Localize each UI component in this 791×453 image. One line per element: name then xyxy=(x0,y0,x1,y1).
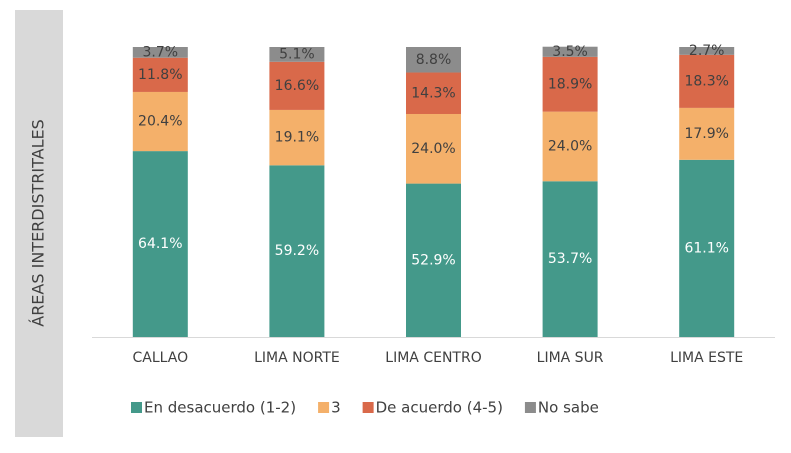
data-label: 24.0% xyxy=(548,138,592,154)
data-label: 11.8% xyxy=(138,67,182,83)
data-label: 64.1% xyxy=(138,236,182,252)
bar-segment xyxy=(406,47,461,73)
data-label: 17.9% xyxy=(684,126,728,142)
data-label: 16.6% xyxy=(275,78,319,94)
legend-label: No sabe xyxy=(538,399,599,417)
bar-segment xyxy=(269,61,325,110)
bar-segment xyxy=(542,181,598,337)
legend-label: De acuerdo (4-5) xyxy=(376,399,503,417)
bar-segment xyxy=(679,159,735,337)
data-label: 24.0% xyxy=(411,141,455,157)
bar-segment xyxy=(542,111,598,182)
bar-segment xyxy=(269,47,325,62)
legend-label: En desacuerdo (1-2) xyxy=(144,399,296,417)
data-label: 61.1% xyxy=(684,240,728,256)
x-tick-label: LIMA NORTE xyxy=(254,350,340,366)
bar-segment xyxy=(679,54,735,108)
x-tick-label: LIMA CENTRO xyxy=(385,350,481,366)
data-label: 14.3% xyxy=(411,85,455,101)
data-label: 53.7% xyxy=(548,251,592,267)
bar-segment xyxy=(679,47,735,55)
data-label: 20.4% xyxy=(138,114,182,130)
data-label: 18.9% xyxy=(548,76,592,92)
bar-segment xyxy=(269,165,325,337)
bar-segment xyxy=(132,47,188,58)
bar-segment xyxy=(132,151,188,337)
legend-marker xyxy=(362,402,374,413)
data-label: 2.7% xyxy=(689,43,725,59)
bar-segment xyxy=(132,57,188,92)
data-label: 19.1% xyxy=(275,130,319,146)
x-tick-label: LIMA SUR xyxy=(537,350,604,366)
legend-marker xyxy=(318,402,330,413)
bar-segment xyxy=(542,56,598,112)
legend-marker xyxy=(524,402,536,413)
data-label: 3.7% xyxy=(143,44,179,60)
legend-marker xyxy=(131,402,142,413)
bar-segment xyxy=(132,91,188,152)
data-label: 8.8% xyxy=(416,52,452,68)
bar-segment xyxy=(679,107,735,160)
legend-label: 3 xyxy=(331,399,341,417)
bar-segment xyxy=(269,109,325,166)
bar-segment xyxy=(542,46,598,57)
y-axis-label: ÁREAS INTERDISTRITALES xyxy=(29,119,48,327)
data-label: 59.2% xyxy=(275,243,319,259)
bar-segment xyxy=(406,72,461,114)
x-tick-label: CALLAO xyxy=(132,350,188,366)
bar-segment xyxy=(406,183,461,337)
x-tick-label: LIMA ESTE xyxy=(670,350,743,366)
side-panel xyxy=(15,10,63,437)
data-label: 52.9% xyxy=(411,252,455,268)
bar-segment xyxy=(406,113,461,184)
data-label: 3.5% xyxy=(552,44,588,60)
data-label: 18.3% xyxy=(684,73,728,89)
data-label: 5.1% xyxy=(279,46,315,62)
